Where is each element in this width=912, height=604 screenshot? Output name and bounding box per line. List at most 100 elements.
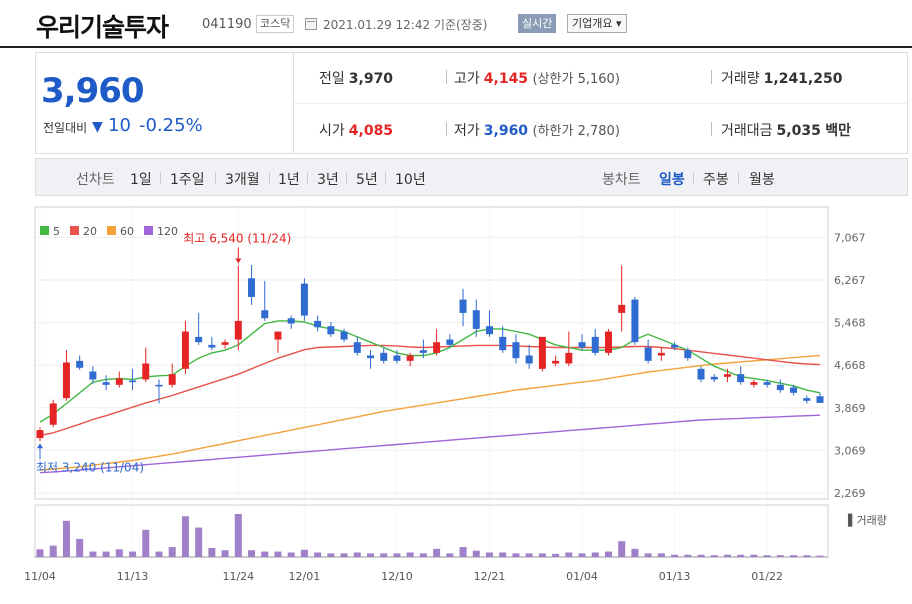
x-tick-label: 01/13 [659,570,691,583]
realtime-button[interactable]: 실시간 [518,14,557,33]
high-arrow-icon [235,258,242,264]
volume-bar [248,550,256,557]
volume-bar [274,551,282,557]
divider [215,172,216,184]
volume-bar [790,555,798,557]
volume-bar [76,538,84,557]
volume-bar [181,516,189,557]
volume-bar [512,553,520,557]
volume-bar [644,553,652,557]
candle-body [102,382,110,385]
volume-bar [353,552,361,557]
legend-label: 20 [83,225,97,238]
candle-body [181,331,189,369]
y-tick-label: 3,069 [834,444,866,457]
x-tick-label: 01/04 [566,570,598,583]
volume-bar [485,552,493,557]
divider [446,70,447,84]
period-1y[interactable]: 1년 [278,172,300,188]
y-tick-label: 5,468 [834,317,866,330]
candle-body [433,342,441,353]
period-3y[interactable]: 3년 [317,172,339,188]
candle-body [776,384,784,391]
ma-120-line [39,414,821,474]
candle-body [36,430,44,439]
candle-body [684,350,692,359]
stock-code: 041190 [202,17,252,32]
candle-body [406,355,414,361]
volume-bar [803,555,811,557]
volume-bar [208,547,216,557]
period-1d[interactable]: 1일 [130,172,152,188]
volume-bar [750,554,758,557]
candle-body [221,342,229,345]
x-tick-label: 11/04 [24,570,56,583]
open-price: 시가 4,085 [319,123,394,139]
candle-body [472,310,480,329]
volume: 거래량 1,241,250 [721,71,843,87]
candle-body [657,352,665,356]
change-percent: -0.25% [139,115,203,136]
prev-close: 전일 3,970 [319,71,394,87]
candle-body [750,382,758,385]
divider [446,122,447,136]
divider [269,172,270,184]
volume-bar [261,551,269,557]
volume-bar [129,551,137,557]
volume-bar [433,548,441,557]
candle-body [499,336,507,351]
candle-body [195,336,203,343]
volume-legend: ▌거래량 [847,513,887,527]
candle-body [353,342,361,353]
candle-body [644,347,652,361]
volume-bar [552,553,560,557]
low-arrow-icon [37,443,43,449]
volume-bar [565,552,573,557]
period-3m[interactable]: 3개월 [225,172,260,188]
candle-body [816,396,824,403]
volume-bar [816,555,824,557]
legend-swatch [70,226,79,235]
price-chart[interactable]: 7,067 6,267 5,468 4,668 3,869 3,069 2,269 11/04… [0,205,912,604]
price-panel-frame [34,206,829,500]
volume-bar [300,549,308,557]
volume-bar [102,551,110,557]
candle-body [314,320,322,328]
candle-body [538,336,546,369]
volume-bar [115,549,123,557]
candle-daily[interactable]: 일봉 [659,172,685,188]
candle-monthly[interactable]: 월봉 [749,172,775,188]
candle-body [340,331,348,340]
company-info-button[interactable]: 기업개요 ▾ [567,14,627,33]
x-tick-label: 01/22 [751,570,783,583]
volume-bar [763,555,771,557]
candle-body [234,320,242,340]
change-label: 전일대비 [43,121,88,135]
volume-panel-frame [34,504,829,558]
candle-weekly[interactable]: 주봉 [703,172,729,188]
quote-datetime: 2021.01.29 12:42 기준(장중) [323,18,488,32]
candle-body [552,360,560,364]
volume-bar [723,554,731,557]
volume-bar [380,553,388,557]
period-5y[interactable]: 5년 [356,172,378,188]
ma-60-line [39,354,821,471]
x-tick-label: 11/13 [117,570,149,583]
candle-body [459,299,467,313]
volume-bar [446,553,454,557]
candle-body [300,283,308,316]
candle-body [287,318,295,324]
period-1w[interactable]: 1주일 [170,172,205,188]
candle-body [697,368,705,380]
price-summary: 3,960 전일대비 ▼ 10 -0.25% 전일 3,970 고가 4,145 (… [35,52,908,154]
period-10y[interactable]: 10년 [395,172,426,188]
volume-bar [671,554,679,557]
candle-body [248,278,256,297]
low-price: 저가 3,960 (하한가 2,780) [454,123,620,139]
volume-bar [155,551,163,557]
stock-header: 우리기술투자 041190 코스닥 2021.01.29 12:42 기준(장중… [0,0,912,48]
volume-bar [684,554,692,557]
volume-bar [472,550,480,557]
trade-amount: 거래대금 5,035 백만 [721,123,852,139]
volume-bar [393,553,401,557]
